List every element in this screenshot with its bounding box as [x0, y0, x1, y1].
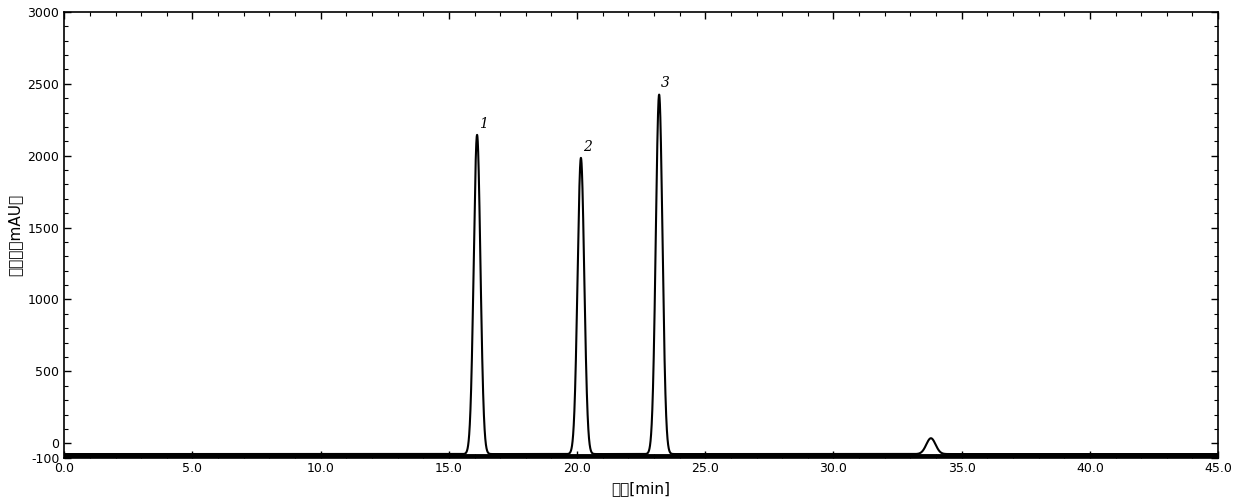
Text: 1: 1 [479, 117, 488, 131]
X-axis label: 时间[min]: 时间[min] [612, 481, 670, 496]
Text: 3: 3 [662, 76, 670, 91]
Y-axis label: 吸光度［mAU］: 吸光度［mAU］ [7, 194, 22, 276]
Text: 2: 2 [584, 139, 592, 153]
